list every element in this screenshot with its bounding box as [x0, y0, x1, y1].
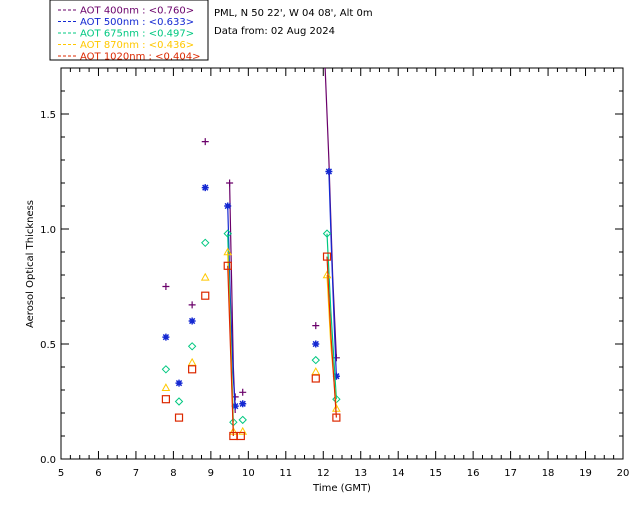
x-tick-label: 14 — [392, 468, 405, 479]
x-tick-label: 9 — [208, 468, 214, 479]
data-point — [174, 413, 184, 422]
data-point — [238, 426, 248, 435]
legend-frame — [49, 0, 209, 61]
plot-frame — [60, 67, 624, 460]
data-point — [322, 252, 332, 261]
data-point — [312, 340, 320, 348]
x-tick-label: 6 — [95, 468, 101, 479]
x-tick-label: 10 — [242, 468, 255, 479]
data-point — [201, 184, 209, 192]
y-axis: 0.0 0.5 1.0 1.5 — [40, 90, 623, 466]
x-tick-label: 7 — [133, 468, 139, 479]
x-tick-label: 16 — [467, 468, 480, 479]
x-tick-label: 11 — [279, 468, 292, 479]
x-tick-label: 5 — [58, 468, 64, 479]
data-point — [161, 365, 171, 374]
data-point — [188, 301, 196, 309]
x-tick-label: 13 — [354, 468, 367, 479]
data-point — [332, 372, 340, 380]
series-aot-675nm — [161, 229, 341, 427]
y-tick-label: 0.5 — [40, 340, 56, 351]
data-point — [200, 272, 210, 281]
legend-entry: AOT 500nm : <0.633> — [80, 17, 194, 28]
data-point — [201, 291, 210, 300]
data-point — [322, 270, 332, 279]
series-aot-500nm — [162, 168, 340, 410]
data-point — [162, 283, 170, 290]
series-line — [326, 256, 337, 418]
data-point — [162, 333, 170, 341]
x-tick-label: 17 — [504, 468, 517, 479]
data-point — [325, 168, 333, 175]
site-info: PML, N 50 22', W 04 08', Alt 0m — [214, 8, 373, 19]
data-point — [236, 431, 245, 441]
x-tick-label: 12 — [317, 468, 330, 479]
data-point — [187, 342, 197, 351]
data-point — [239, 388, 247, 396]
data-point — [231, 402, 239, 410]
data-point — [175, 379, 183, 387]
legend: AOT 400nm : <0.760>AOT 500nm : <0.633>AO… — [49, 0, 209, 63]
x-axis-label: Time (GMT) — [312, 483, 371, 494]
y-axis-label: Aerosol Optical Thickness — [25, 200, 36, 328]
y-tick-label: 0.0 — [40, 455, 56, 466]
data-point — [161, 383, 171, 391]
data-point — [187, 357, 197, 366]
data-point — [174, 397, 184, 406]
data-point — [188, 317, 196, 325]
series-line — [328, 171, 337, 377]
data-point — [226, 179, 234, 187]
legend-entry: AOT 870nm : <0.436> — [80, 40, 194, 51]
series-aot-1020nm — [161, 252, 341, 441]
y-tick-label: 1.0 — [40, 225, 56, 236]
legend-entry: AOT 675nm : <0.497> — [80, 29, 194, 40]
data-point — [201, 138, 209, 146]
plot-area — [161, 68, 341, 441]
data-point — [161, 395, 171, 404]
data-point — [311, 367, 321, 375]
data-point — [332, 413, 341, 422]
data-point — [311, 355, 320, 365]
x-tick-label: 15 — [429, 468, 442, 479]
data-point — [322, 229, 332, 238]
data-point — [223, 261, 232, 270]
x-tick-label: 20 — [617, 468, 630, 479]
x-tick-label: 18 — [542, 468, 555, 479]
data-point — [223, 247, 233, 256]
y-tick-label: 1.5 — [40, 110, 56, 121]
data-point — [224, 202, 232, 210]
data-point — [312, 322, 320, 330]
data-point — [223, 229, 232, 238]
series-line — [227, 205, 236, 407]
x-tick-label: 8 — [170, 468, 176, 479]
data-point — [201, 238, 210, 248]
series-line — [326, 233, 337, 400]
x-tick-label: 19 — [579, 468, 592, 479]
legend-entry: AOT 1020nm : <0.404> — [80, 52, 200, 63]
date-info: Data from: 02 Aug 2024 — [214, 26, 335, 37]
data-point — [238, 415, 247, 425]
x-axis: 5 6 7 8 9 10 11 12 13 14 15 16 17 18 19 20 — [58, 68, 630, 479]
data-point — [239, 400, 247, 408]
data-point — [188, 365, 197, 374]
data-point — [311, 374, 320, 383]
legend-entry: AOT 400nm : <0.760> — [80, 6, 194, 17]
series-line — [227, 265, 234, 437]
